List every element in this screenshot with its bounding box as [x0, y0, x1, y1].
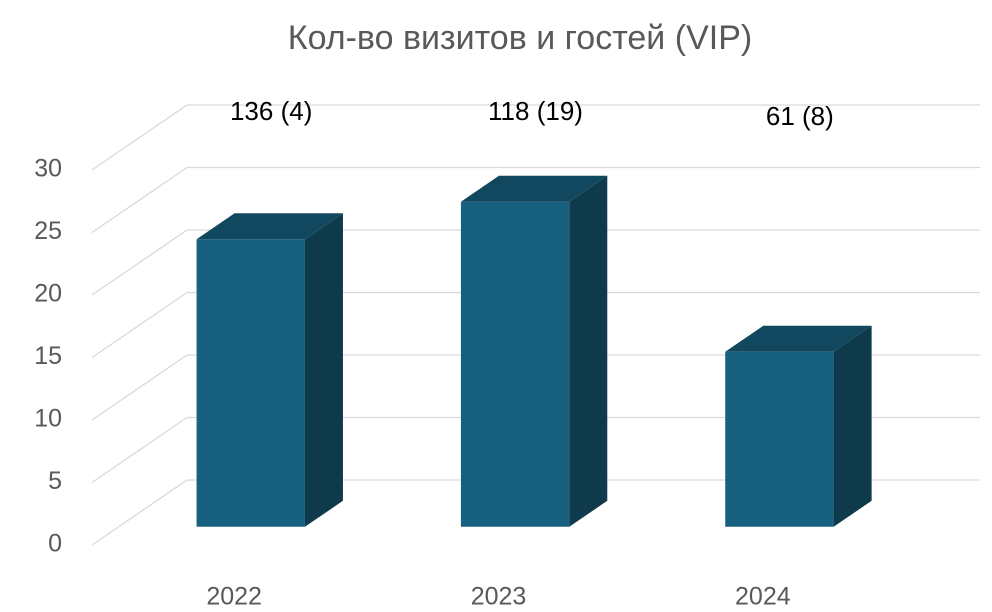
bar-top — [725, 325, 872, 352]
y-tick-label: 15 — [34, 342, 62, 370]
bar — [460, 175, 608, 527]
y-tick-label: 20 — [34, 280, 62, 308]
y-tick-label: 0 — [48, 530, 62, 558]
annotation: 118 (19) — [488, 96, 583, 126]
bar-side — [569, 175, 608, 527]
grid-line — [91, 354, 188, 421]
bar-side — [304, 213, 343, 527]
y-tick-label: 25 — [34, 217, 62, 245]
y-tick-label: 10 — [34, 405, 62, 433]
bar-front — [725, 351, 834, 527]
x-tick-label: 2024 — [735, 583, 791, 611]
bar-top — [196, 213, 343, 240]
annotation: 136 (4) — [230, 96, 312, 126]
chart-title: Кол-во визитов и гостей (VIP) — [288, 19, 752, 57]
grid-line — [91, 291, 188, 359]
bar — [196, 213, 343, 527]
grid-line — [91, 104, 188, 171]
y-tick-label: 5 — [48, 467, 62, 495]
x-tick-label: 2023 — [471, 583, 527, 611]
bar-front — [460, 201, 570, 527]
y-tick-label: 30 — [34, 155, 62, 183]
bar-front — [196, 239, 305, 527]
grid-line — [91, 479, 188, 546]
x-tick-label: 2022 — [206, 583, 262, 611]
grid-line — [91, 166, 188, 234]
bar-top — [460, 175, 608, 202]
grid-line — [91, 416, 188, 484]
annotation: 61 (8) — [766, 101, 834, 131]
bar — [725, 325, 872, 527]
grid-line — [91, 229, 188, 296]
bar-side — [833, 325, 872, 527]
